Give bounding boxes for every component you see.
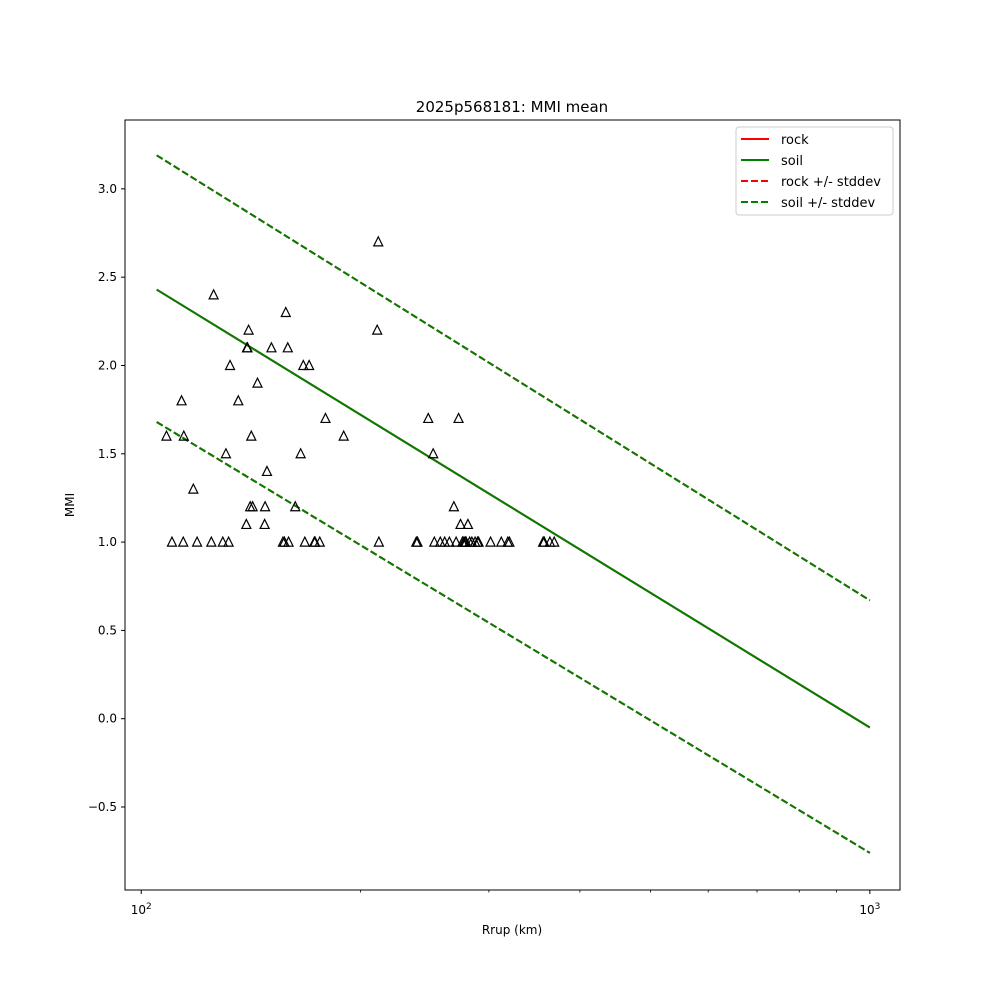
y-tick-label: −0.5: [88, 800, 117, 814]
data-point: [295, 447, 307, 459]
data-point: [462, 518, 474, 530]
data-point: [495, 535, 507, 547]
data-point: [166, 535, 178, 547]
y-tick-label: 3.0: [98, 182, 117, 196]
data-point: [443, 535, 455, 547]
data-point: [314, 535, 326, 547]
y-axis-label: MMI: [63, 493, 77, 517]
y-tick-label: 0.5: [98, 623, 117, 637]
data-point: [176, 394, 188, 406]
data-point: [411, 535, 423, 547]
data-point: [160, 429, 172, 441]
data-point: [232, 394, 244, 406]
data-point: [191, 535, 203, 547]
data-point: [282, 341, 294, 353]
data-point: [245, 429, 257, 441]
data-point: [453, 412, 465, 424]
data-point: [455, 518, 467, 530]
data-point: [223, 535, 235, 547]
data-point: [473, 535, 485, 547]
legend-label: soil: [781, 154, 803, 169]
data-point: [548, 535, 560, 547]
data-point: [422, 412, 434, 424]
series-lines: [156, 154, 871, 854]
data-point: [371, 323, 383, 335]
data-point: [299, 535, 311, 547]
data-point: [289, 500, 301, 512]
legend-label: rock: [781, 133, 809, 148]
data-point: [240, 518, 252, 530]
data-point: [177, 535, 189, 547]
data-point: [448, 500, 460, 512]
data-point: [265, 341, 277, 353]
legend-label: rock +/- stddev: [781, 175, 881, 190]
data-point: [538, 535, 550, 547]
data-point: [178, 429, 190, 441]
series-line-soil-1: [156, 288, 871, 729]
data-points: [160, 235, 560, 547]
series-line-soil-stddev-5: [156, 421, 871, 854]
legend-label: soil +/- stddev: [781, 196, 876, 211]
y-tick-label: 2.0: [98, 358, 117, 372]
data-point: [303, 359, 315, 371]
data-point: [280, 306, 292, 318]
y-tick-label: 1.5: [98, 447, 117, 461]
plot-frame: [124, 119, 901, 891]
data-point: [205, 535, 217, 547]
data-point: [485, 535, 497, 547]
data-point: [450, 535, 462, 547]
data-point: [187, 482, 199, 494]
data-point: [242, 341, 253, 353]
legend-box: [735, 126, 894, 216]
y-tick-label: 0.0: [98, 712, 117, 726]
data-point: [428, 535, 440, 547]
legend: rock soil rock +/- stddev soil +/- stddev: [735, 126, 894, 216]
data-point: [243, 323, 255, 335]
data-point: [319, 412, 331, 424]
data-point: [259, 500, 271, 512]
data-point: [259, 518, 271, 530]
data-point: [373, 535, 385, 547]
data-point: [261, 465, 273, 477]
data-point: [220, 447, 232, 459]
data-point: [427, 447, 439, 459]
data-point: [252, 376, 263, 388]
data-point: [224, 359, 236, 371]
data-point: [372, 235, 384, 247]
y-tick-label: 2.5: [98, 270, 117, 284]
data-point: [247, 500, 259, 512]
data-point: [503, 535, 515, 547]
data-point: [217, 535, 229, 547]
data-point: [208, 288, 220, 300]
x-axis-label: Rrup (km): [482, 923, 542, 937]
series-line-soil-stddev-4: [156, 154, 871, 602]
y-tick-label: 1.0: [98, 535, 117, 549]
data-point: [283, 535, 295, 547]
chart-title: 2025p568181: MMI mean: [416, 98, 608, 116]
data-point: [338, 429, 350, 441]
data-point: [297, 359, 309, 371]
